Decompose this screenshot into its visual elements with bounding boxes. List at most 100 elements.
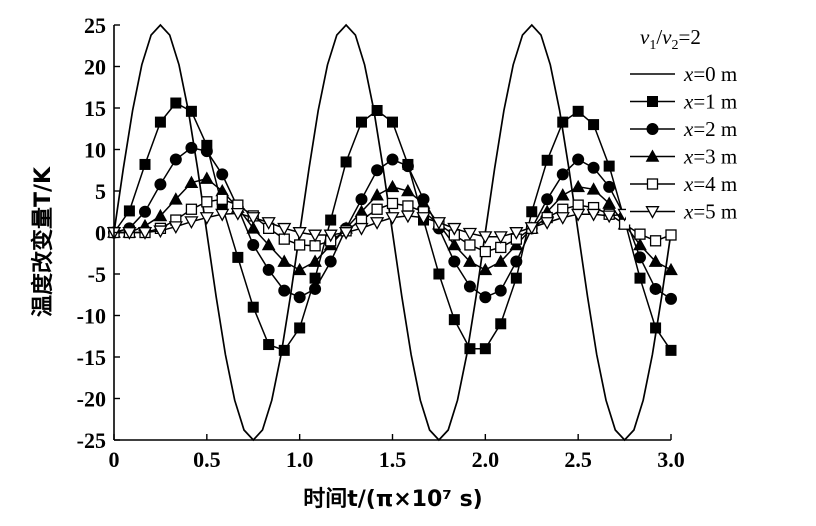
axes-layer: 0 0.5 1.0 1.5 2.0 2.5 3.0 -25 -20 -15 -10 -5 0 5 10 15 2… (77, 13, 685, 472)
data-point (247, 238, 260, 251)
data-point (201, 196, 213, 208)
data-point (184, 216, 199, 230)
data-point (371, 203, 383, 215)
y-tick-label: 25 (84, 13, 106, 38)
data-point (230, 207, 245, 221)
legend-label: x=1 m (683, 90, 737, 114)
data-point (648, 254, 663, 267)
data-point (416, 212, 431, 225)
y-tick-label: -20 (77, 387, 106, 412)
legend-entry-1: x=0 m (626, 61, 812, 87)
data-point (324, 255, 337, 268)
legend-label: x=2 m (683, 117, 737, 141)
data-point (557, 116, 569, 128)
data-point (261, 217, 276, 230)
data-point (588, 119, 600, 131)
y-tick-label: -10 (77, 304, 106, 329)
data-point (168, 192, 183, 205)
data-point (216, 168, 229, 181)
legend-label: x=5 m (683, 200, 737, 224)
data-point (402, 200, 414, 212)
series-1 (113, 23, 672, 442)
legend-entry-5: x=4 m (626, 171, 812, 197)
data-point (464, 343, 476, 355)
data-point (572, 199, 584, 211)
data-point (387, 116, 398, 128)
data-point (154, 178, 167, 191)
data-point (603, 160, 615, 172)
data-point (664, 262, 678, 276)
data-point (277, 222, 292, 236)
data-point (247, 301, 259, 313)
data-point (478, 231, 493, 244)
data-point (447, 222, 462, 236)
data-point (278, 284, 291, 297)
legend-entry-2: x=1 m (626, 88, 812, 115)
data-point (232, 251, 244, 263)
data-point (278, 344, 290, 356)
data-point (292, 227, 307, 240)
data-point (185, 203, 198, 215)
data-point (137, 227, 153, 240)
data-point (633, 251, 646, 264)
data-point (586, 182, 601, 195)
data-point (555, 188, 570, 201)
data-point (307, 229, 323, 243)
data-point (555, 212, 570, 225)
data-point (462, 227, 478, 241)
legend-entry-3: x=2 m (626, 116, 812, 142)
data-point (355, 116, 367, 128)
data-point (185, 141, 198, 154)
data-point (464, 239, 476, 251)
data-point (199, 212, 214, 225)
data-point (509, 227, 524, 240)
data-point (572, 105, 584, 117)
data-point (479, 343, 491, 355)
data-point (355, 193, 368, 206)
x-tick-label: 2.0 (472, 447, 500, 472)
data-point (540, 217, 555, 230)
legend-marker (647, 96, 658, 107)
data-point (294, 322, 306, 334)
y-tick-label: 10 (84, 138, 106, 163)
data-point (308, 254, 322, 267)
data-point (263, 339, 275, 351)
y-tick-label: 0 (95, 221, 106, 246)
data-point (634, 272, 646, 284)
data-point (586, 208, 601, 222)
data-point (463, 280, 476, 293)
data-point (479, 291, 492, 304)
data-point (215, 208, 230, 222)
x-tick-label: 1.5 (379, 447, 407, 472)
data-point (493, 254, 508, 267)
series-3 (108, 141, 677, 305)
legend-header: v1/v2=2 (640, 25, 701, 53)
x-axis-title: 时间t/(π×10⁷ s) (303, 487, 483, 512)
legend-marker (645, 206, 660, 219)
y-tick-label: 5 (95, 179, 106, 204)
data-point (510, 255, 523, 268)
data-point (139, 158, 151, 170)
data-point (556, 168, 569, 181)
data-point (401, 160, 414, 173)
data-point (633, 237, 647, 251)
legend: v1/v2=2 x=0 m x=1 m x=2 m x=3 m x=4 m x=5 m (626, 25, 812, 225)
data-point (170, 97, 182, 109)
data-point (478, 262, 493, 276)
data-point (246, 212, 261, 225)
y-tick-label: -25 (77, 428, 106, 453)
legend-label: x=0 m (683, 62, 737, 86)
data-point (309, 282, 322, 295)
data-point (386, 197, 399, 210)
data-point (524, 222, 539, 235)
data-point (400, 210, 416, 224)
x-tick-label: 2.5 (564, 447, 592, 472)
data-point (650, 322, 662, 334)
legend-marker (645, 149, 660, 162)
data-point (493, 231, 508, 244)
data-point (603, 180, 616, 193)
legend-entry-6: x=5 m (626, 198, 812, 225)
data-point (292, 262, 307, 276)
data-point (370, 188, 384, 201)
legend-label: x=4 m (683, 172, 737, 196)
